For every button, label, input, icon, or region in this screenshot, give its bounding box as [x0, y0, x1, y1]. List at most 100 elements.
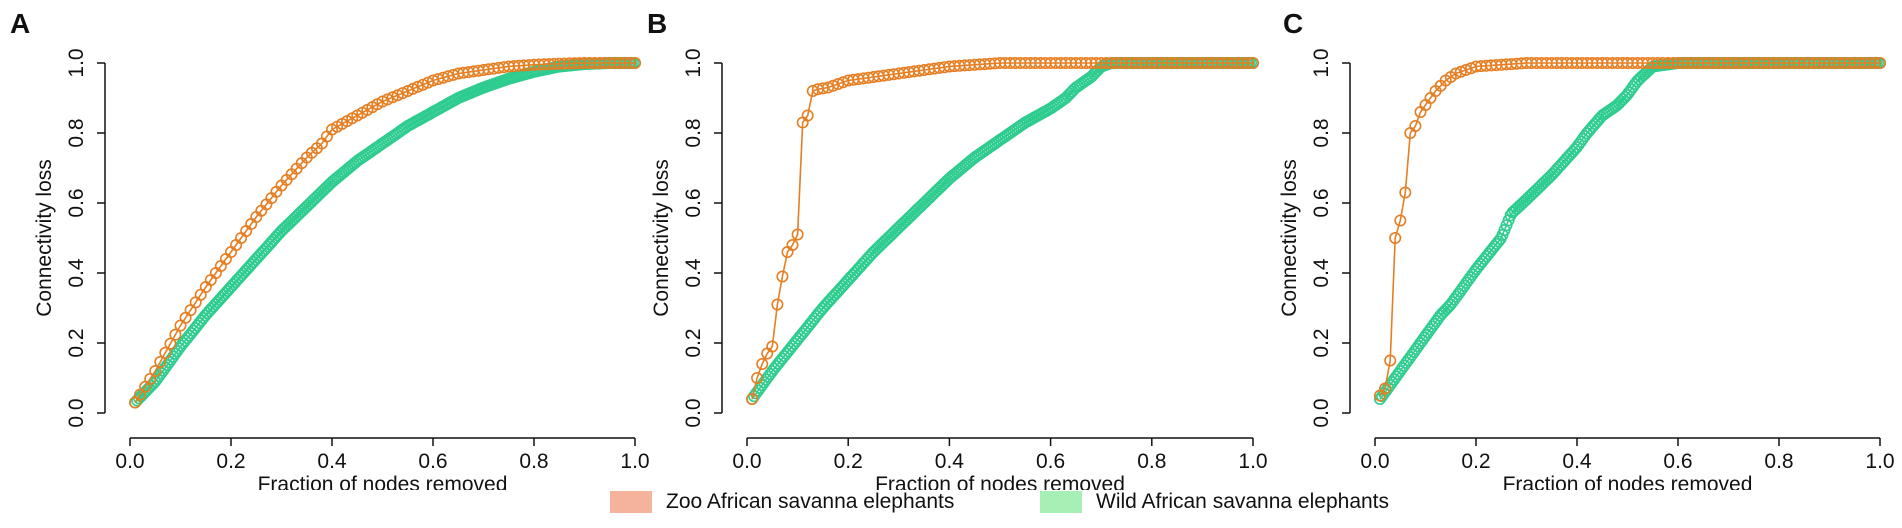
series-1: [746, 56, 1260, 405]
data-point: [1613, 97, 1626, 110]
legend: Zoo African savanna elephants Wild Afric…: [0, 490, 1902, 526]
chart-panel-b: B 0.0 0.2 0.4 0.6 0.8 1.0 0.0 0.2 0.4 0.6 0.8 1.0 Fra…: [647, 8, 1268, 490]
data-point: [756, 357, 769, 370]
data-point: [1449, 67, 1462, 80]
legend-label-wild: Wild African savanna elephants: [1096, 490, 1390, 513]
x-tick-label: 0.6: [418, 450, 447, 473]
series-line: [751, 62, 1253, 400]
y-tick-label: 0.4: [1310, 258, 1333, 288]
data-point: [826, 79, 839, 92]
series-line: [134, 62, 635, 404]
data-point: [771, 298, 784, 311]
data-point: [1384, 354, 1397, 367]
x-tick-label: 0.8: [1764, 450, 1793, 473]
y-tick-label: 0.8: [682, 118, 705, 147]
data-point: [746, 392, 759, 405]
data-point: [1379, 382, 1392, 395]
data-point: [1247, 56, 1260, 69]
data-point: [131, 394, 144, 407]
x-tick-label: 0.2: [1461, 450, 1490, 473]
y-tick-label: 0.2: [1310, 328, 1333, 357]
data-point: [1394, 214, 1407, 227]
data-point: [1086, 70, 1099, 83]
data-point: [1059, 91, 1072, 104]
x-axis-label: Fraction of nodes removed: [258, 473, 508, 490]
data-point: [1542, 172, 1555, 185]
data-point: [1611, 99, 1624, 112]
panel-letter: C: [1283, 8, 1303, 39]
data-point: [154, 355, 167, 368]
data-point: [1459, 64, 1472, 77]
series-0: [129, 56, 641, 409]
x-tick-label: 1.0: [1865, 450, 1894, 473]
data-point: [1399, 186, 1412, 199]
x-tick-label: 1.0: [620, 450, 649, 473]
data-point: [169, 328, 182, 341]
data-point: [1617, 93, 1630, 106]
x-tick-label: 0.0: [1360, 450, 1389, 473]
series-1: [129, 56, 641, 409]
data-point: [1389, 232, 1402, 245]
data-point: [832, 78, 845, 91]
series-0: [746, 56, 1260, 405]
x-tick-label: 1.0: [1238, 450, 1267, 473]
data-point: [1063, 87, 1076, 100]
x-axis-label: Fraction of nodes removed: [1503, 473, 1753, 490]
y-tick-label: 0.8: [65, 118, 88, 147]
data-point: [1874, 56, 1887, 69]
x-tick-label: 0.8: [1137, 450, 1166, 473]
x-tick-label: 0.2: [834, 450, 863, 473]
x-tick-label: 0.4: [935, 450, 965, 473]
data-point: [1436, 307, 1449, 320]
data-point: [786, 239, 799, 252]
x-tick-label: 0.4: [1562, 450, 1592, 473]
y-tick-label: 0.0: [682, 398, 705, 427]
y-tick-label: 0.2: [65, 328, 88, 357]
y-tick-label: 0.4: [682, 258, 705, 288]
y-tick-label: 0.8: [1310, 118, 1333, 147]
panel-letter: B: [647, 8, 667, 39]
y-tick-label: 0.4: [65, 258, 88, 288]
legend-swatch-wild: [1040, 491, 1082, 513]
data-point: [1088, 67, 1101, 80]
data-point: [1438, 305, 1451, 318]
data-point: [751, 371, 764, 384]
y-tick-label: 0.6: [682, 188, 705, 217]
data-point: [776, 270, 789, 283]
chart-panel-c: C 0.0 0.2 0.4 0.6 0.8 1.0 0.0 0.2 0.4 0.6 0.8 1.0 Fra…: [1278, 8, 1895, 490]
series-1: [1374, 56, 1887, 405]
data-point: [1440, 303, 1453, 316]
data-point: [864, 249, 877, 262]
data-point: [149, 364, 162, 377]
series-line: [1379, 62, 1880, 396]
data-point: [623, 56, 636, 69]
x-tick-label: 0.0: [115, 450, 144, 473]
series-line: [1379, 62, 1880, 400]
data-point: [1492, 235, 1505, 248]
data-point: [1061, 89, 1074, 102]
y-tick-label: 0.6: [1310, 188, 1333, 217]
x-tick-label: 0.6: [1663, 450, 1692, 473]
y-tick-label: 0.0: [1310, 398, 1333, 427]
legend-item-zoo: Zoo African savanna elephants: [610, 490, 954, 514]
y-tick-label: 1.0: [682, 48, 705, 77]
series-0: [1374, 56, 1887, 402]
data-point: [273, 227, 286, 240]
data-point: [1454, 65, 1467, 78]
data-point: [628, 56, 641, 69]
y-tick-label: 0.0: [65, 398, 88, 427]
y-tick-label: 0.2: [682, 328, 705, 357]
legend-swatch-zoo: [610, 491, 652, 513]
x-tick-label: 0.4: [317, 450, 347, 473]
data-point: [1869, 56, 1882, 69]
x-tick-label: 0.6: [1036, 450, 1065, 473]
data-point: [1615, 95, 1628, 108]
y-axis-label: Connectivity loss: [33, 159, 56, 317]
x-tick-label: 0.2: [216, 450, 245, 473]
legend-label-zoo: Zoo African savanna elephants: [666, 490, 955, 513]
x-axis-label: Fraction of nodes removed: [875, 473, 1125, 490]
data-point: [1241, 56, 1254, 69]
y-axis-label: Connectivity loss: [650, 159, 673, 317]
data-point: [1540, 173, 1553, 186]
y-tick-label: 1.0: [1310, 48, 1333, 77]
